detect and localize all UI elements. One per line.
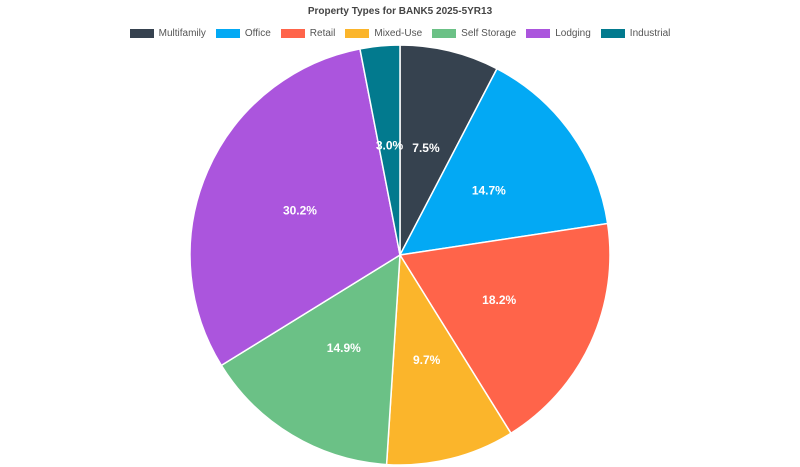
slice-data-label: 18.2% xyxy=(482,293,516,307)
legend-item-mixed-use[interactable]: Mixed-Use xyxy=(345,28,422,39)
legend-label: Industrial xyxy=(629,28,671,39)
pie-slice-office[interactable] xyxy=(398,67,609,256)
legend-swatch xyxy=(280,29,305,38)
slice-data-label: 14.9% xyxy=(327,341,361,355)
legend-label: Self Storage xyxy=(461,28,517,39)
chart-legend: Multifamily Office Retail Mixed-Use Self Sto… xyxy=(0,28,800,39)
slice-data-label: 14.7% xyxy=(472,184,506,198)
legend-label: Retail xyxy=(309,28,336,39)
legend-item-office[interactable]: Office xyxy=(215,28,271,39)
legend-swatch xyxy=(600,29,625,38)
slice-data-label: 3.0% xyxy=(376,138,404,152)
legend-label: Lodging xyxy=(555,28,591,39)
legend-label: Office xyxy=(244,28,271,39)
pie-slice-lodging[interactable] xyxy=(189,47,401,367)
legend-swatch xyxy=(432,29,457,38)
legend-item-self-storage[interactable]: Self Storage xyxy=(432,28,516,39)
legend-swatch xyxy=(345,29,370,38)
pie-slice-retail[interactable] xyxy=(398,222,611,435)
slice-data-label: 30.2% xyxy=(283,203,317,217)
chart-title: Property Types for BANK5 2025-5YR13 xyxy=(307,6,493,17)
slice-data-label: 9.7% xyxy=(413,353,441,367)
legend-swatch xyxy=(526,29,551,38)
legend-label: Mixed-Use xyxy=(374,28,423,39)
legend-item-retail[interactable]: Retail xyxy=(280,28,336,39)
legend-item-industrial[interactable]: Industrial xyxy=(600,28,671,39)
legend-swatch xyxy=(129,29,154,38)
legend-item-lodging[interactable]: Lodging xyxy=(526,28,591,39)
legend-label: Multifamily xyxy=(158,28,206,39)
pie-slice-mixed-use[interactable] xyxy=(385,252,512,466)
pie-slice-industrial[interactable] xyxy=(359,44,401,256)
pie-slice-multifamily[interactable] xyxy=(399,44,498,256)
pie-slice-self-storage[interactable] xyxy=(220,253,401,466)
legend-item-multifamily[interactable]: Multifamily xyxy=(129,28,206,39)
legend-swatch xyxy=(215,29,240,38)
slice-data-label: 7.5% xyxy=(412,141,440,155)
